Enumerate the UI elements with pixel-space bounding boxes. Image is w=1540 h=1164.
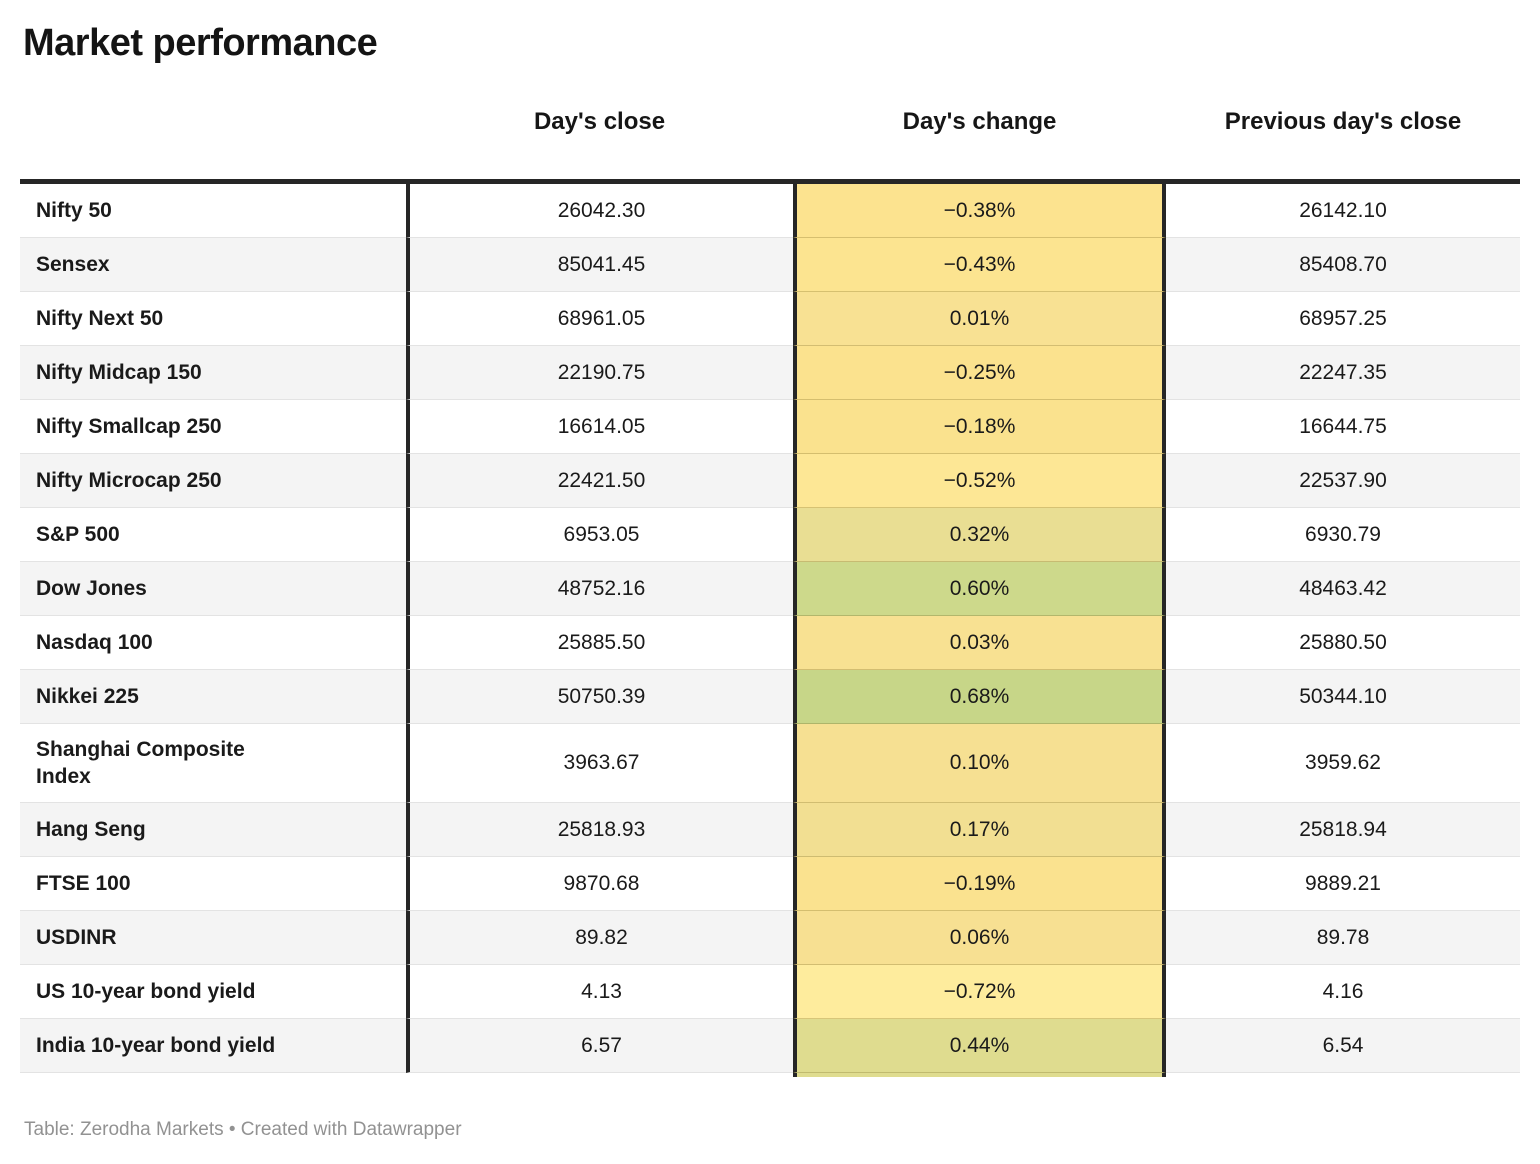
change-cell: 0.03%	[793, 616, 1166, 670]
previous-close-cell: 4.16	[1166, 965, 1520, 1019]
days-close-cell: 4.13	[406, 965, 793, 1019]
index-name-cell: US 10-year bond yield	[20, 965, 406, 1019]
previous-close-cell: 6.54	[1166, 1019, 1520, 1073]
days-close-cell: 26042.30	[406, 184, 793, 238]
header-spacer	[20, 136, 406, 152]
index-name-cell: Shanghai Composite Index	[20, 724, 406, 803]
change-cell: 0.68%	[793, 670, 1166, 724]
column-header-days-close: Day's close	[533, 108, 666, 135]
index-name-cell: Nifty Microcap 250	[20, 454, 406, 508]
table-row: Nifty 50 26042.30 −0.38% 26142.10	[20, 184, 1520, 238]
table-row: Shanghai Composite Index 3963.67 0.10% 3…	[20, 724, 1520, 803]
change-cell: −0.52%	[793, 454, 1166, 508]
change-cell: 0.60%	[793, 562, 1166, 616]
days-close-cell: 3963.67	[406, 724, 793, 803]
days-close-cell: 22421.50	[406, 454, 793, 508]
index-name-cell: S&P 500	[20, 508, 406, 562]
change-cell: −0.18%	[793, 400, 1166, 454]
index-name-cell: Nifty Smallcap 250	[20, 400, 406, 454]
column-header-days-change: Day's change	[902, 108, 1057, 135]
table-row: USDINR 89.82 0.06% 89.78	[20, 911, 1520, 965]
index-name-cell: Hang Seng	[20, 803, 406, 857]
days-close-cell: 6.57	[406, 1019, 793, 1073]
table-row: Sensex 85041.45 −0.43% 85408.70	[20, 238, 1520, 292]
days-close-cell: 9870.68	[406, 857, 793, 911]
previous-close-cell: 9889.21	[1166, 857, 1520, 911]
previous-close-cell: 48463.42	[1166, 562, 1520, 616]
days-close-cell: 22190.75	[406, 346, 793, 400]
change-cell: 0.44%	[793, 1019, 1166, 1073]
table-row: Nasdaq 100 25885.50 0.03% 25880.50	[20, 616, 1520, 670]
table-row: Hang Seng 25818.93 0.17% 25818.94	[20, 803, 1520, 857]
days-close-cell: 85041.45	[406, 238, 793, 292]
index-name-cell: Sensex	[20, 238, 406, 292]
previous-close-cell: 50344.10	[1166, 670, 1520, 724]
table-header-row: Day's close Day's change Previous day's …	[20, 108, 1520, 152]
change-column-tail	[20, 1073, 1520, 1077]
previous-close-cell: 25818.94	[1166, 803, 1520, 857]
index-name-cell: India 10-year bond yield	[20, 1019, 406, 1073]
table-row: FTSE 100 9870.68 −0.19% 9889.21	[20, 857, 1520, 911]
days-close-cell: 68961.05	[406, 292, 793, 346]
table-row: Dow Jones 48752.16 0.60% 48463.42	[20, 562, 1520, 616]
table-row: US 10-year bond yield 4.13 −0.72% 4.16	[20, 965, 1520, 1019]
column-header-previous-days-close: Previous day's close	[1224, 108, 1462, 135]
previous-close-cell: 22247.35	[1166, 346, 1520, 400]
days-close-cell: 89.82	[406, 911, 793, 965]
previous-close-cell: 89.78	[1166, 911, 1520, 965]
change-cell: −0.38%	[793, 184, 1166, 238]
change-cell: −0.25%	[793, 346, 1166, 400]
days-close-cell: 16614.05	[406, 400, 793, 454]
days-close-cell: 48752.16	[406, 562, 793, 616]
change-cell: 0.06%	[793, 911, 1166, 965]
table-row: Nifty Midcap 150 22190.75 −0.25% 22247.3…	[20, 346, 1520, 400]
index-name-cell: Dow Jones	[20, 562, 406, 616]
previous-close-cell: 68957.25	[1166, 292, 1520, 346]
days-close-cell: 6953.05	[406, 508, 793, 562]
index-name-cell: Nikkei 225	[20, 670, 406, 724]
table-row: Nifty Microcap 250 22421.50 −0.52% 22537…	[20, 454, 1520, 508]
page-title: Market performance	[23, 22, 378, 64]
table-row: Nifty Smallcap 250 16614.05 −0.18% 16644…	[20, 400, 1520, 454]
change-cell: 0.10%	[793, 724, 1166, 803]
index-name-cell: USDINR	[20, 911, 406, 965]
change-cell: 0.32%	[793, 508, 1166, 562]
attribution-footer: Table: Zerodha Markets • Created with Da…	[24, 1119, 462, 1140]
index-name-cell: Nasdaq 100	[20, 616, 406, 670]
previous-close-cell: 85408.70	[1166, 238, 1520, 292]
days-close-cell: 25885.50	[406, 616, 793, 670]
previous-close-cell: 26142.10	[1166, 184, 1520, 238]
change-cell: 0.01%	[793, 292, 1166, 346]
table-row: Nifty Next 50 68961.05 0.01% 68957.25	[20, 292, 1520, 346]
previous-close-cell: 6930.79	[1166, 508, 1520, 562]
index-name-cell: FTSE 100	[20, 857, 406, 911]
index-name-cell: Nifty 50	[20, 184, 406, 238]
previous-close-cell: 16644.75	[1166, 400, 1520, 454]
index-name-cell: Nifty Midcap 150	[20, 346, 406, 400]
days-close-cell: 25818.93	[406, 803, 793, 857]
previous-close-cell: 22537.90	[1166, 454, 1520, 508]
table-row: Nikkei 225 50750.39 0.68% 50344.10	[20, 670, 1520, 724]
change-cell: 0.17%	[793, 803, 1166, 857]
market-table: Nifty 50 26042.30 −0.38% 26142.10 Sensex…	[20, 179, 1520, 1077]
table-row: S&P 500 6953.05 0.32% 6930.79	[20, 508, 1520, 562]
previous-close-cell: 3959.62	[1166, 724, 1520, 803]
change-column-tail-cell	[793, 1073, 1166, 1077]
days-close-cell: 50750.39	[406, 670, 793, 724]
change-cell: −0.19%	[793, 857, 1166, 911]
change-cell: −0.43%	[793, 238, 1166, 292]
previous-close-cell: 25880.50	[1166, 616, 1520, 670]
table-row: India 10-year bond yield 6.57 0.44% 6.54	[20, 1019, 1520, 1073]
change-cell: −0.72%	[793, 965, 1166, 1019]
index-name-cell: Nifty Next 50	[20, 292, 406, 346]
